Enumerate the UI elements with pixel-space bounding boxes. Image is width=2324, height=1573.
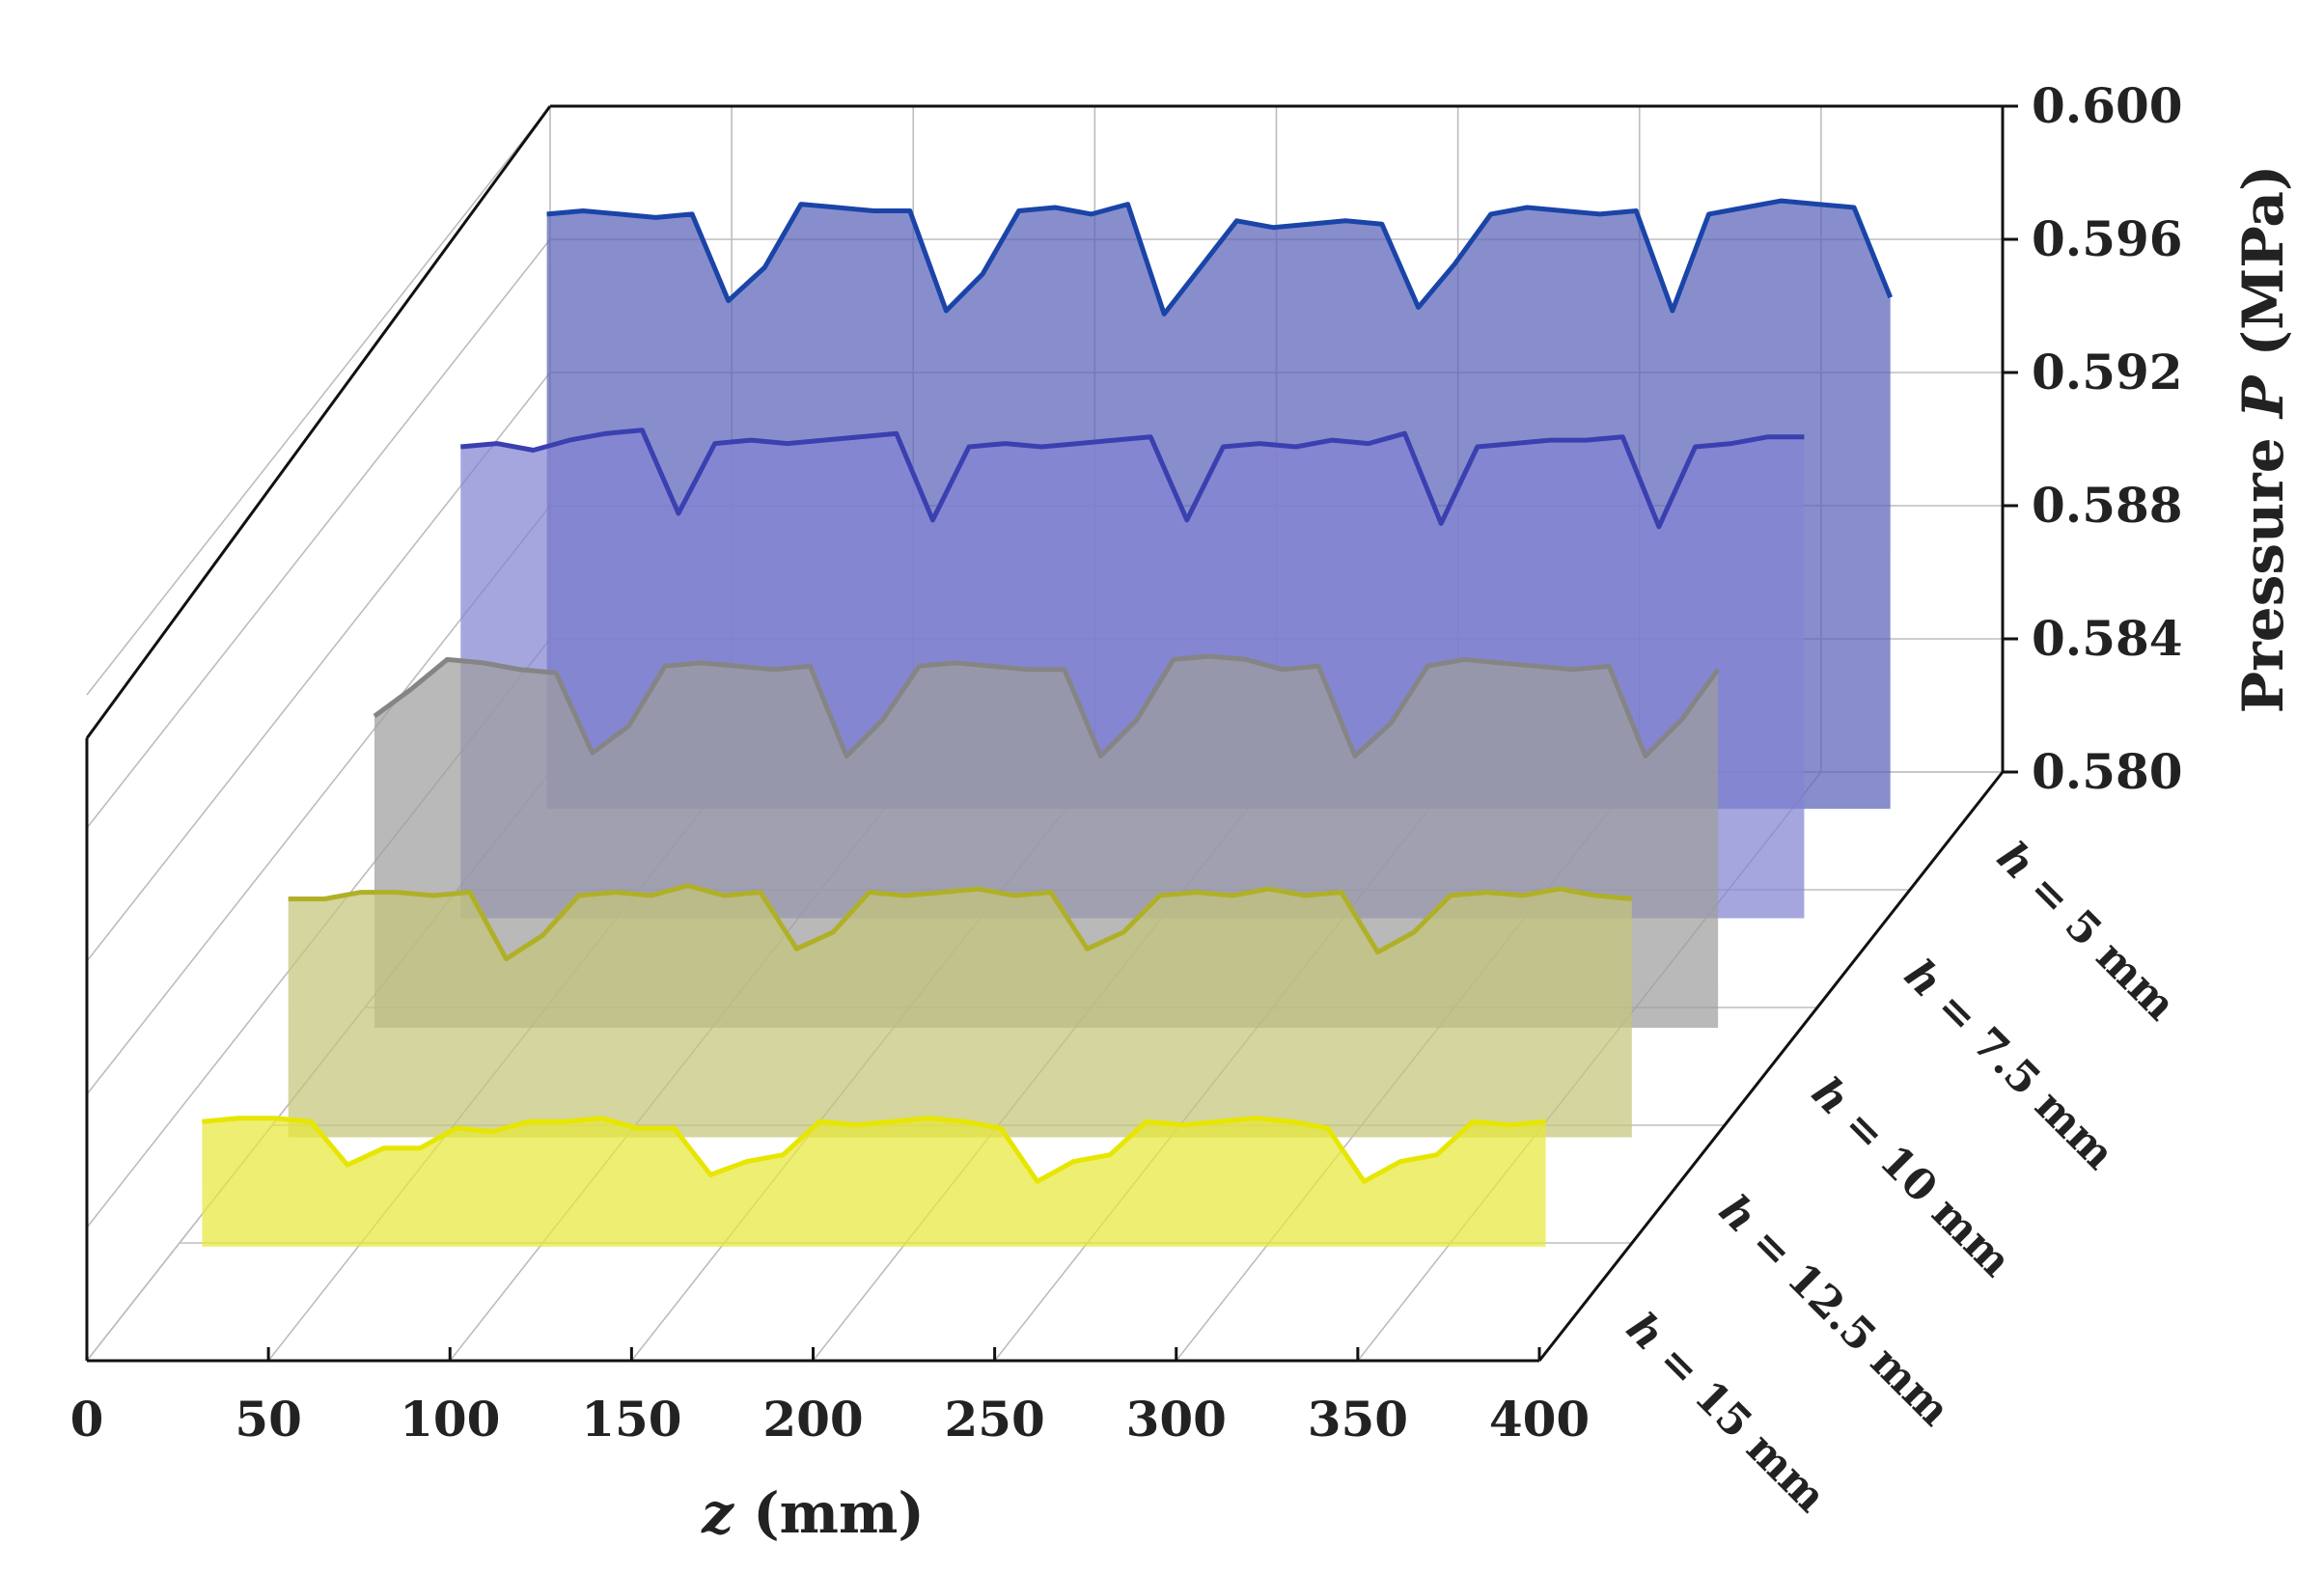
- series-area: [202, 1118, 1546, 1247]
- series-label-rest: = 10 mm: [1824, 1090, 2021, 1286]
- y-tick-label: 0.600: [2032, 77, 2183, 134]
- x-tick-label: 300: [1126, 1391, 1227, 1448]
- x-axis-title: z (mm): [701, 1480, 925, 1546]
- x-axis-title-var: z: [701, 1480, 734, 1546]
- x-tick-label: 250: [944, 1391, 1044, 1448]
- x-axis-title-unit: (mm): [733, 1480, 925, 1546]
- series-5-group: [202, 1116, 1546, 1247]
- series-line: [460, 428, 1805, 530]
- x-tick-label: 150: [581, 1391, 681, 1448]
- x-tick-label: 100: [400, 1391, 500, 1448]
- series-line: [202, 1116, 1546, 1184]
- x-tick-label: 0: [70, 1391, 104, 1448]
- series-label-rest: = 5 mm: [2009, 854, 2185, 1030]
- x-tick-label: 350: [1308, 1391, 1408, 1448]
- x-tick-label: 50: [235, 1391, 302, 1448]
- series-line: [546, 198, 1894, 317]
- series-label-rest: = 12.5 mm: [1731, 1207, 1959, 1435]
- y-axis-title: Pressure P (MPa): [2230, 165, 2296, 714]
- frame-edge: [1537, 771, 2005, 1362]
- y-tick-label: 0.580: [2032, 743, 2183, 800]
- side-wall-grid: [86, 105, 551, 696]
- y-axis-title-var: P: [2230, 374, 2296, 420]
- y-tick-label: 0.592: [2032, 344, 2183, 400]
- y-axis-title-unit: (MPa): [2230, 165, 2296, 376]
- series-4-group: [288, 883, 1633, 1138]
- side-wall-grid: [86, 238, 551, 829]
- series-label-5: h = 15 mm: [1617, 1304, 1835, 1522]
- series-line: [373, 653, 1721, 759]
- series-areas: [202, 198, 1894, 1247]
- series-label-rest: = 7.5 mm: [1917, 972, 2124, 1179]
- frame-edge: [85, 105, 552, 739]
- y-tick-label: 0.588: [2032, 477, 2183, 534]
- y-tick-label: 0.596: [2032, 210, 2183, 267]
- axis-ticks: 0 50 100 150 200 250 300 350 400 0.580 0.584 0.588 0…: [70, 77, 2183, 1448]
- series-area: [288, 885, 1632, 1138]
- x-tick-label: 200: [762, 1391, 863, 1448]
- series-label-3: h = 10 mm: [1802, 1068, 2020, 1286]
- series-label-2: h = 7.5 mm: [1895, 951, 2123, 1179]
- series-label-1: h = 5 mm: [1987, 833, 2185, 1031]
- series-label-rest: = 15 mm: [1639, 1325, 1836, 1522]
- y-axis-title-prefix: Pressure: [2230, 418, 2296, 713]
- y-tick-label: 0.584: [2032, 610, 2183, 667]
- x-tick-label: 400: [1489, 1391, 1590, 1448]
- series-line: [288, 883, 1633, 962]
